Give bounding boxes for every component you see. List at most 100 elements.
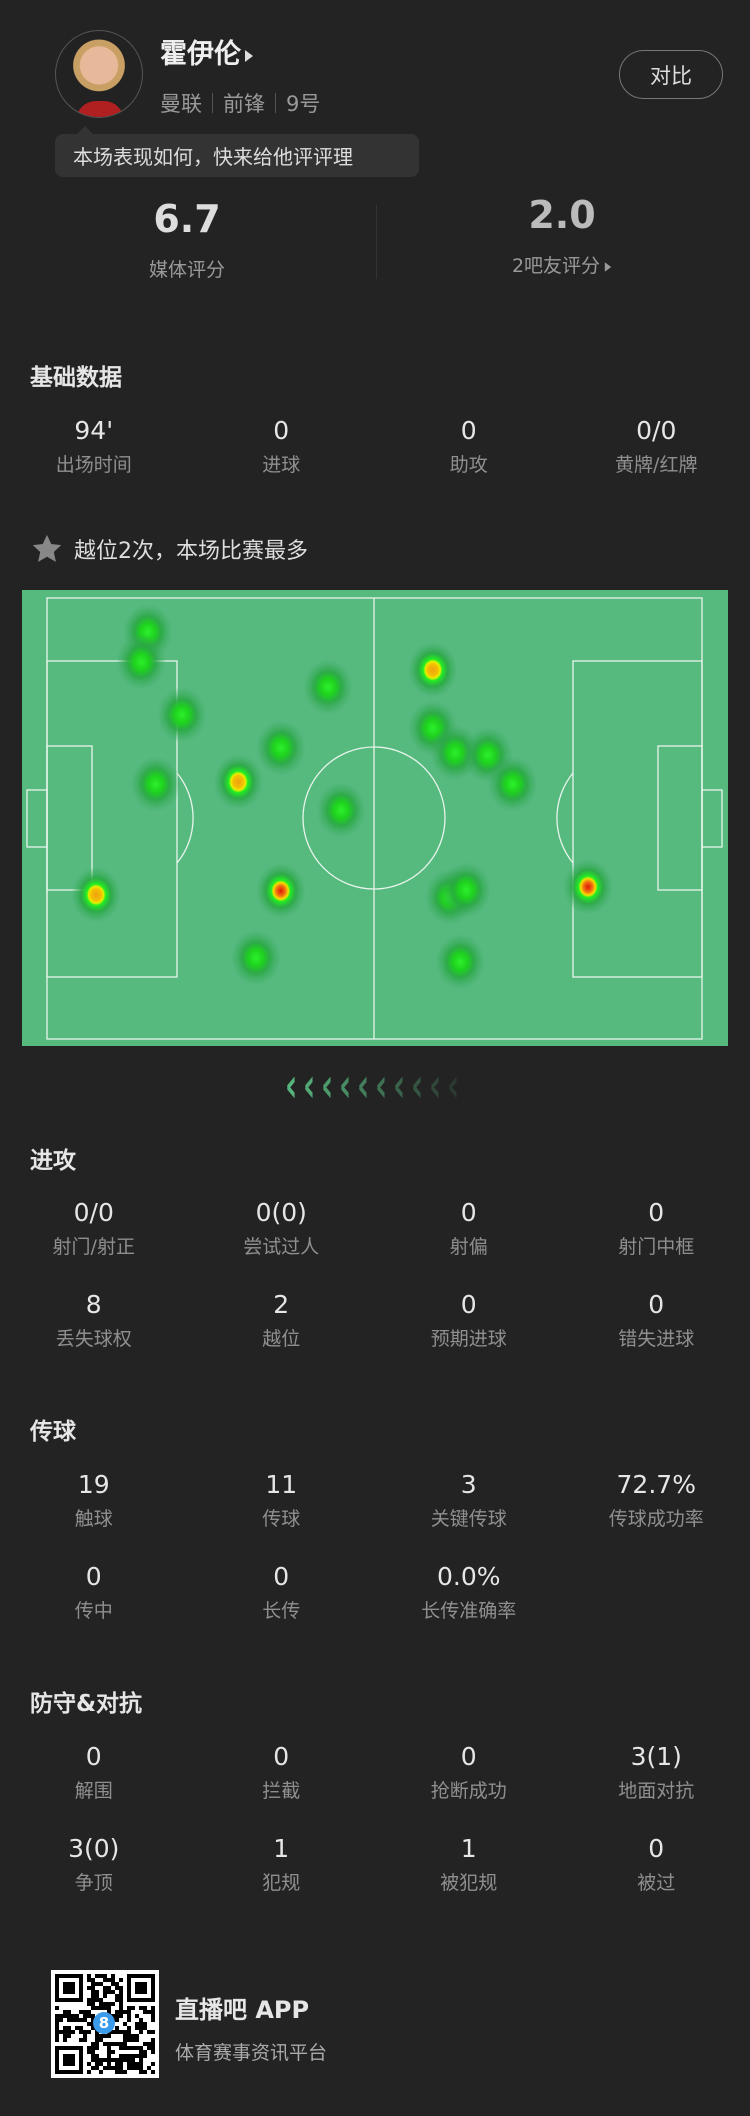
stat-label: 被过 [637,1872,676,1894]
stat-attack: 0/0 射门/射正 [0,1196,188,1288]
media-label: 媒体评分 [148,259,225,281]
highlight-text: 越位2次，本场比赛最多 [74,539,308,564]
stat-basic: 94' 出场时间 [0,414,188,506]
heat-spot [71,866,122,923]
stat-passing: 0 长传 [188,1560,376,1652]
stat-label: 丢失球权 [55,1328,132,1350]
stat-defense: 1 犯规 [188,1832,376,1924]
stat-value: 0 [273,416,290,445]
stat-value: 0(0) [255,1198,307,1227]
player-avatar[interactable] [55,30,143,118]
stat-label: 争顶 [74,1872,113,1894]
pitch-lines [26,597,723,1040]
qr-code: 8 [51,1970,159,2078]
stat-passing: 0 传中 [0,1560,188,1652]
stat-label: 进球 [262,454,301,476]
heat-spot [302,659,353,716]
heat-spot [213,753,264,810]
heat-spot [407,641,458,698]
stat-label: 射门中框 [618,1236,695,1258]
fan-label: 2吧友评分 [511,255,601,277]
stat-label: 犯规 [262,1872,301,1894]
player-info: 曼联 前锋 9号 [160,88,320,118]
stat-label: 被犯规 [440,1872,498,1894]
chevron-left-icon: ‹ [375,1058,387,1115]
play-arrow-icon [604,261,612,272]
stat-passing: 11 传球 [188,1468,376,1560]
stat-attack: 0(0) 尝试过人 [188,1196,376,1288]
player-name-link[interactable]: 霍伊伦 [160,32,253,71]
stat-value: 0 [460,1290,477,1319]
stat-label: 黄牌/红牌 [615,454,698,476]
stat-label: 长传 [262,1600,301,1622]
play-arrow-icon [245,49,253,62]
heat-spot [435,933,486,990]
divider [212,93,213,113]
heatmap-pitch [22,590,728,1046]
stat-defense: 1 被犯规 [375,1832,563,1924]
divider [376,205,377,279]
stat-label: 射门/射正 [52,1236,135,1258]
stat-attack: 0 射门中框 [563,1196,750,1288]
stat-value: 0.0% [436,1562,501,1591]
stat-value: 0 [460,1742,477,1771]
defense-stats: 0 解围 0 拦截 0 抢断成功 3(1) 地面对抗 3(0) 争顶 1 犯规 1 被犯规 0 被过 [0,1740,750,1924]
stat-label: 预期进球 [430,1328,507,1350]
rating-prompt-tooltip[interactable]: 本场表现如何，快来给他评评理 [55,126,419,177]
fan-score: 2.0 [528,193,596,237]
chevron-left-icon: ‹ [339,1058,351,1115]
stat-defense: 3(1) 地面对抗 [563,1740,750,1832]
stat-label: 助攻 [449,454,488,476]
heat-spot [130,756,181,813]
star-icon [32,534,62,562]
basic-stats: 94' 出场时间 0 进球 0 助攻 0/0 黄牌/红牌 [0,414,750,506]
media-score: 6.7 [153,197,221,241]
team: 曼联 [160,92,202,116]
stat-value: 1 [273,1834,290,1863]
stat-label: 传球 [262,1508,301,1530]
stat-value: 0 [85,1562,102,1591]
position: 前锋 [223,92,265,116]
stat-label: 抢断成功 [430,1780,507,1802]
stat-value: 0 [273,1562,290,1591]
stat-value: 72.7% [616,1470,696,1499]
chevron-left-icon: ‹ [321,1058,333,1115]
stat-passing: 3 关键传球 [375,1468,563,1560]
section-title-passing: 传球 [30,1419,76,1445]
compare-button[interactable]: 对比 [619,50,723,99]
heat-spot [316,782,367,839]
section-title-attack: 进攻 [30,1148,76,1174]
heat-spot [116,633,167,690]
tooltip-text: 本场表现如何，快来给他评评理 [73,145,353,169]
stat-label: 长传准确率 [421,1600,517,1622]
heat-spot [441,861,492,918]
stat-label: 拦截 [262,1780,301,1802]
section-title-basic: 基础数据 [30,365,122,391]
stat-value: 0 [648,1290,665,1319]
fan-rating[interactable]: 2.0 2吧友评分 [412,193,712,278]
stat-label: 传球成功率 [608,1508,704,1530]
heat-spot [156,686,207,743]
stat-defense: 0 抢断成功 [375,1740,563,1832]
divider [275,93,276,113]
stat-value: 0/0 [73,1198,114,1227]
stat-defense: 0 被过 [563,1832,750,1924]
media-rating: 6.7 媒体评分 [37,197,337,282]
stat-value: 0/0 [636,416,677,445]
stat-attack: 8 丢失球权 [0,1288,188,1380]
heat-spot [230,929,281,986]
app-tagline: 体育赛事资讯平台 [175,2042,328,2064]
stat-defense: 0 拦截 [188,1740,376,1832]
stat-value: 0 [460,1198,477,1227]
stat-label: 出场时间 [55,454,132,476]
stat-passing: 19 触球 [0,1468,188,1560]
stat-passing: 72.7% 传球成功率 [563,1468,750,1560]
heat-spot [487,756,538,813]
chevron-left-icon: ‹ [285,1058,297,1115]
stat-basic: 0 进球 [188,414,376,506]
stat-defense: 3(0) 争顶 [0,1832,188,1924]
stat-attack: 0 预期进球 [375,1288,563,1380]
stat-passing: 0.0% 长传准确率 [375,1560,563,1652]
stat-attack: 0 错失进球 [563,1288,750,1380]
section-title-defense: 防守&对抗 [30,1691,143,1717]
